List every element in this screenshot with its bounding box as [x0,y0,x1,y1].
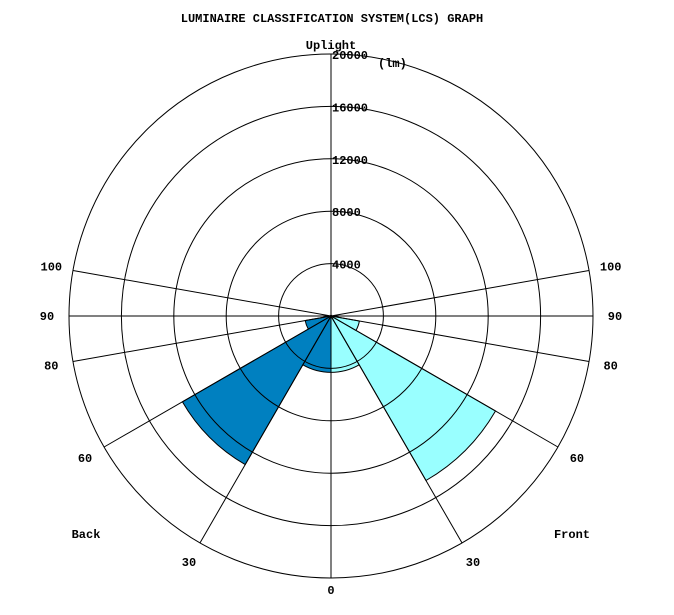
ring-label-8000: 8000 [332,206,361,220]
chart-title: LUMINAIRE CLASSIFICATION SYSTEM(LCS) GRA… [181,12,483,26]
ring-label-16000: 16000 [332,101,368,115]
angle-label-front-60: 60 [570,452,584,466]
radial-line-front-30 [330,315,463,544]
radial-line-front-80 [330,315,590,362]
ring-label-4000: 4000 [332,259,361,273]
radial-line-back-30 [199,315,332,544]
chart-labels: LUMINAIRE CLASSIFICATION SYSTEM(LCS) GRA… [40,12,622,598]
radial-line-front-60 [330,315,559,448]
angle-label-front-30: 30 [466,556,480,570]
uplight-label: Uplight [306,39,356,53]
radial-line-back-100 [72,270,332,317]
radial-line-back-80 [72,315,332,362]
front-label: Front [554,528,590,542]
unit-label: (lm) [378,57,407,71]
ring-label-12000: 12000 [332,154,368,168]
radial-line-front-100 [330,270,590,317]
angle-label-front-80: 80 [603,359,617,373]
polar-grid [68,53,594,579]
angle-label-back-60: 60 [78,452,92,466]
ring-label-20000: 20000 [332,49,368,63]
angle-label-back-90: 90 [40,310,54,324]
angle-label-front-90: 90 [608,310,622,324]
angle-label-back-100: 100 [41,261,63,275]
angle-label-front-100: 100 [600,261,622,275]
angle-label-center-0: 0 [327,584,334,598]
back-label: Back [72,528,101,542]
radial-line-back-60 [103,315,332,448]
angle-label-back-30: 30 [182,556,196,570]
angle-label-back-80: 80 [44,359,58,373]
zone-wedge-front-30-60 [329,314,497,482]
